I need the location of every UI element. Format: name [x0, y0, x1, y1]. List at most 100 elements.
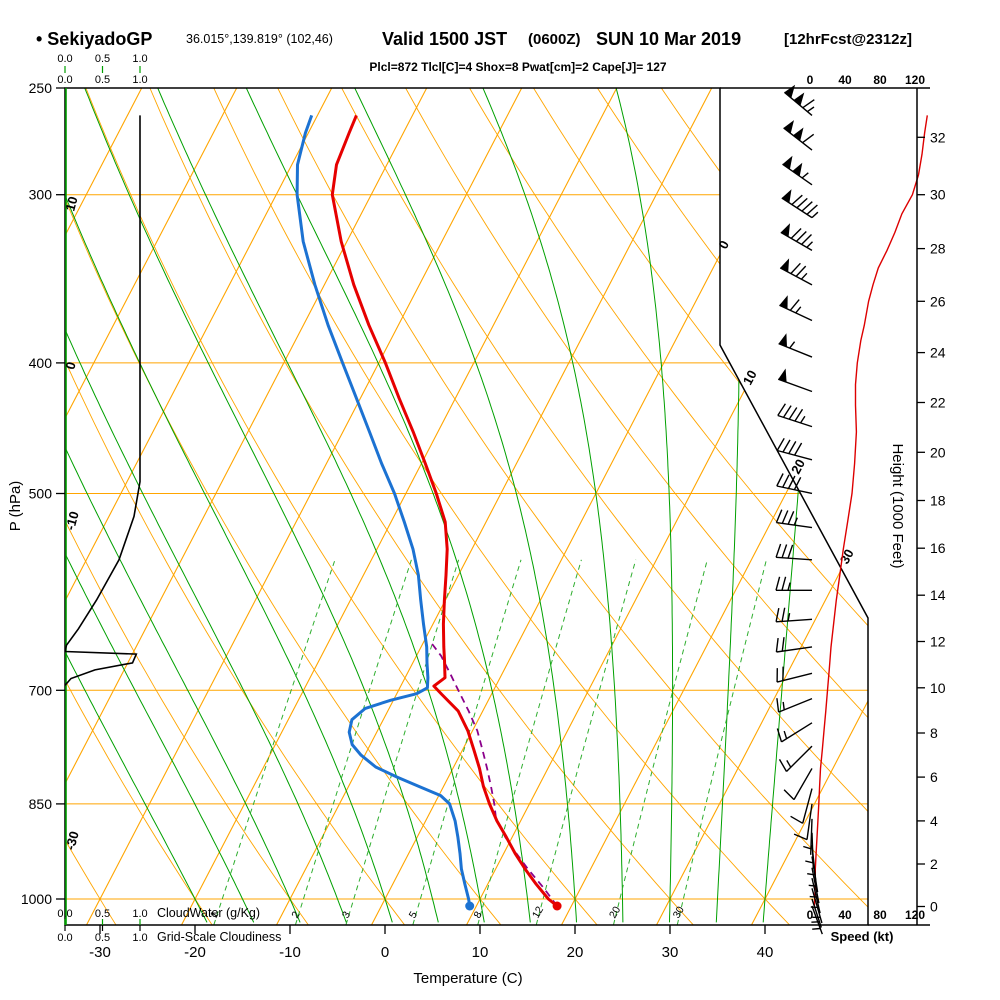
station-name: • SekiyadoGP	[36, 29, 152, 49]
moist-adiabat-line	[615, 88, 674, 923]
pressure-axis-label: P (hPa)	[7, 481, 24, 532]
wind-barb	[781, 194, 819, 219]
wind-barb	[776, 473, 813, 495]
wind-barb	[776, 697, 813, 713]
wind-barb	[777, 403, 813, 428]
cloudwater-scale-bottom: 0.5	[95, 908, 110, 920]
isotherm-line	[656, 88, 868, 925]
wind-barb	[775, 543, 813, 561]
wind-barb-pennant	[782, 155, 793, 170]
dry-adiabat-line	[65, 88, 405, 925]
speed-tick-label: 120	[905, 73, 925, 87]
moist-adiabat-line	[481, 88, 624, 923]
mixing-ratio-line	[477, 559, 582, 925]
height-tick-label: 20	[930, 444, 946, 460]
cloudiness-scale-top: 1.0	[132, 74, 147, 86]
forecast-tag: [12hrFcst@2312z]	[784, 31, 912, 48]
wind-barb-pennant	[778, 368, 787, 383]
wind-barbs	[775, 84, 823, 935]
mixing-ratio-line	[345, 559, 460, 925]
wind-barb	[775, 607, 813, 623]
speed-tick-label: 40	[838, 73, 852, 87]
pressure-tick-label: 700	[29, 682, 53, 698]
height-tick-label: 0	[930, 899, 938, 915]
dry-adiabat-line	[469, 88, 868, 925]
wind-barb	[778, 745, 813, 772]
cloudwater-scale-top: 0.0	[57, 53, 72, 65]
mixing-ratio-label: 8	[471, 909, 484, 920]
height-axis-label: Height (1000 Feet)	[889, 443, 906, 568]
green-grid	[65, 88, 827, 925]
mixing-ratio-line	[213, 559, 336, 925]
wind-barb	[779, 262, 813, 286]
isotherm-line	[65, 88, 428, 925]
isotherm-line	[65, 88, 333, 925]
wind-barb	[793, 803, 813, 841]
speed-tick-label: 80	[873, 908, 887, 922]
surface-temp-dot	[552, 901, 562, 911]
cloudwater-scale-top: 1.0	[132, 53, 147, 65]
wind-barb-pennant	[779, 295, 788, 310]
cloudiness-scale-top: 0.5	[95, 74, 110, 86]
mixing-ratio-label: 1	[208, 909, 221, 920]
height-tick-label: 4	[930, 813, 938, 829]
temp-tick-label: 0	[381, 944, 389, 961]
valid-time: Valid 1500 JST	[382, 29, 507, 49]
mixing-ratio-label: 5	[407, 909, 420, 920]
wind-barb-pennant	[780, 223, 790, 237]
dry-adiabat-line	[277, 88, 868, 925]
isotherm-line	[561, 88, 868, 925]
mixing-ratio-label: 2	[289, 909, 302, 920]
wind-barb-pennant	[780, 258, 790, 273]
valid-date: SUN 10 Mar 2019	[596, 29, 741, 49]
moist-adiabat-line	[65, 88, 301, 923]
dry-adiabat-label: 10	[62, 195, 80, 213]
cloudiness-curve	[65, 115, 141, 686]
moist-adiabat-line	[65, 88, 347, 923]
mixing-ratio-line	[535, 559, 637, 925]
temp-tick-label: 40	[757, 944, 774, 961]
cloudiness-label: Grid-Scale Cloudiness	[157, 930, 281, 944]
cloudiness-scale-top: 0.0	[57, 74, 72, 86]
isotherm-label: 10	[740, 368, 760, 388]
pressure-tick-label: 1000	[21, 891, 52, 907]
speed-tick-label: 0	[807, 73, 814, 87]
speed-axis-label: Speed (kt)	[831, 929, 894, 944]
cloudiness-scale-bottom: 0.0	[57, 932, 72, 944]
isotherm-line	[65, 88, 143, 925]
moist-adiabat-line	[83, 88, 439, 923]
isotherm-line	[86, 88, 523, 925]
cloudwater-scale-top: 0.5	[95, 53, 110, 65]
dry-adiabat-label: -30	[62, 830, 81, 852]
speed-tick-label: 80	[873, 73, 887, 87]
height-tick-label: 12	[930, 634, 946, 650]
temp-tick-label: -30	[89, 944, 111, 961]
mixing-ratio-label: 30	[671, 904, 687, 920]
height-tick-label: 6	[930, 769, 938, 785]
dry-adiabat-line	[65, 88, 309, 925]
moist-adiabat-line	[65, 88, 393, 923]
dry-adiabat-line	[65, 88, 502, 925]
wind-barb	[776, 437, 813, 461]
wind-barb	[811, 905, 823, 935]
wind-barb-pennant	[793, 127, 804, 141]
wind-barb-pennant	[778, 333, 787, 347]
isotherm-label: 20	[788, 457, 808, 477]
speed-tick-label: 120	[905, 908, 925, 922]
mixing-ratio-label: 20	[607, 904, 623, 920]
wind-barb	[780, 228, 813, 252]
cloudwater-scale-bottom: 0.0	[57, 908, 72, 920]
isotherm-line	[371, 88, 808, 925]
height-tick-label: 22	[930, 395, 946, 411]
mixing-ratio-line	[676, 559, 767, 925]
wind-barb	[776, 666, 813, 683]
moist-adiabat-line	[244, 88, 531, 923]
wind-barb-pennant	[784, 84, 796, 99]
height-tick-label: 30	[930, 187, 946, 203]
wind-barb-pennant	[792, 162, 803, 177]
wind-barb	[775, 509, 813, 529]
plot-border	[64, 87, 930, 926]
height-tick-label: 28	[930, 241, 946, 257]
